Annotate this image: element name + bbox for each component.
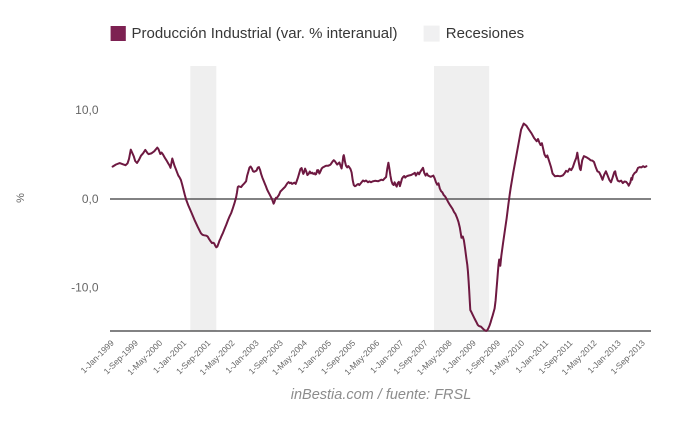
svg-text:Producción Industrial (var. %: Producción Industrial (var. % interanual… xyxy=(132,25,398,42)
svg-text:0,0: 0,0 xyxy=(82,192,99,206)
svg-text:%: % xyxy=(15,193,27,203)
svg-text:10,0: 10,0 xyxy=(75,103,99,117)
svg-text:inBestia.com / fuente: FRSL: inBestia.com / fuente: FRSL xyxy=(291,387,472,403)
svg-text:Recesiones: Recesiones xyxy=(446,25,524,42)
svg-text:-10,0: -10,0 xyxy=(71,281,99,295)
